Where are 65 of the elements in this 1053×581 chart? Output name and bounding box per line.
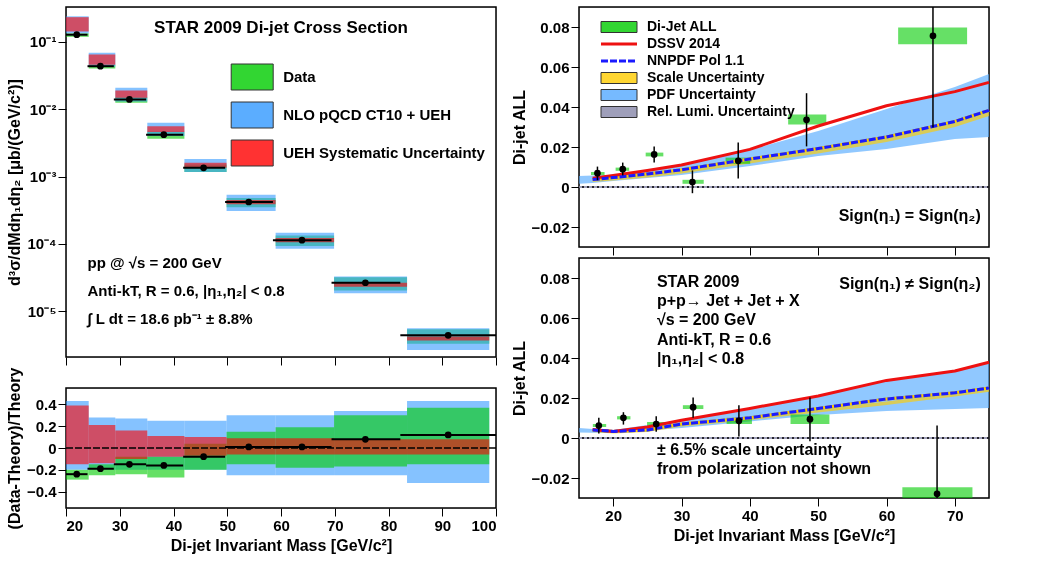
x-tick-label: 90 <box>434 516 452 534</box>
annotation: STAR 2009 <box>656 273 740 290</box>
y-tick-label: 10⁻³ <box>29 168 57 186</box>
legend-label: Data <box>283 68 317 85</box>
legend-label: PDF Uncertainty <box>647 86 757 102</box>
x-tick-label: 40 <box>741 506 759 524</box>
y-tick-label: 0.02 <box>540 389 570 407</box>
legend-label: NNPDF Pol 1.1 <box>647 52 745 68</box>
annotation: Sign(η₁) ≠ Sign(η₂) <box>839 275 981 293</box>
y-axis-title: (Data-Theory)/Theory <box>5 367 23 530</box>
x-tick-label: 100 <box>471 516 497 534</box>
annotation: ∫ L dt = 18.6 pb⁻¹ ± 8.8% <box>86 309 253 328</box>
annotation: √s = 200 GeV <box>656 311 757 329</box>
y-tick-label: −0.02 <box>531 218 570 236</box>
y-tick-label: −0.02 <box>531 469 570 487</box>
legend-label: UEH Systematic Uncertainty <box>283 144 486 161</box>
y-tick-label: 0 <box>561 429 570 447</box>
x-axis-title: Di-jet Invariant Mass [GeV/c²] <box>673 526 896 544</box>
x-tick-label: 60 <box>878 506 896 524</box>
y-tick-label: 0.02 <box>540 138 570 156</box>
x-tick-label: 20 <box>66 516 84 534</box>
text: STAR 2009 Di-jet Cross Section <box>154 18 408 37</box>
x-tick-label: 20 <box>605 506 623 524</box>
y-tick-label: 0.06 <box>540 58 570 76</box>
annotation: ± 6.5% scale uncertainty <box>656 441 842 458</box>
annotation: Sign(η₁) = Sign(η₂) <box>838 206 981 224</box>
annotation: from polarization not shown <box>656 460 872 478</box>
y-tick-label: 10⁻² <box>29 100 57 118</box>
y-tick-label: 10⁻⁵ <box>27 302 57 320</box>
x-tick-label: 70 <box>326 516 344 534</box>
annotation: pp @ √s = 200 GeV <box>87 253 222 271</box>
y-tick-label: 10⁻⁴ <box>27 235 57 253</box>
annotation: p+p→ Jet + Jet + X <box>656 292 800 310</box>
legend-label: Scale Uncertainty <box>647 69 765 85</box>
y-tick-label: 0.08 <box>540 269 570 287</box>
y-axis-title: d³σ/dMdη₁dη₂ [μb/(GeV/c²)] <box>6 79 24 286</box>
y-axis-title: Di-jet ALL <box>510 89 528 165</box>
y-tick-label: 10⁻¹ <box>29 33 57 51</box>
legend-label: DSSV 2014 <box>647 35 721 51</box>
annotation: |η₁,η₂| < 0.8 <box>656 349 745 367</box>
y-tick-label: −0.4 <box>26 483 58 501</box>
x-tick-label: 80 <box>380 516 398 534</box>
y-tick-label: 0.4 <box>35 395 58 413</box>
y-tick-label: 0.2 <box>35 417 57 435</box>
y-tick-label: 0.06 <box>540 309 570 327</box>
annotation: Anti-kT, R = 0.6, |η₁,η₂| < 0.8 <box>87 281 285 299</box>
y-tick-label: 0.04 <box>540 98 571 116</box>
legend-label: Di-Jet ALL <box>647 18 717 34</box>
y-tick-label: 0 <box>48 439 57 457</box>
x-axis-title: Di-jet Invariant Mass [GeV/c²] <box>170 536 393 554</box>
y-axis-title: Di-jet ALL <box>510 340 528 416</box>
x-tick-label: 70 <box>946 506 964 524</box>
x-tick-label: 50 <box>219 516 237 534</box>
y-tick-label: 0 <box>561 178 570 196</box>
x-tick-label: 30 <box>673 506 691 524</box>
annotation: Anti-kT, R = 0.6 <box>656 330 772 348</box>
x-tick-label: 30 <box>111 516 129 534</box>
legend-label: Rel. Lumi. Uncertainty <box>647 103 796 119</box>
x-tick-label: 60 <box>273 516 290 534</box>
y-tick-label: −0.2 <box>26 461 57 479</box>
y-tick-label: 0.08 <box>540 18 570 36</box>
y-tick-label: 0.04 <box>540 349 571 367</box>
legend-label: NLO pQCD CT10 + UEH <box>283 106 452 123</box>
x-tick-label: 40 <box>165 516 183 534</box>
x-tick-label: 50 <box>810 506 828 524</box>
